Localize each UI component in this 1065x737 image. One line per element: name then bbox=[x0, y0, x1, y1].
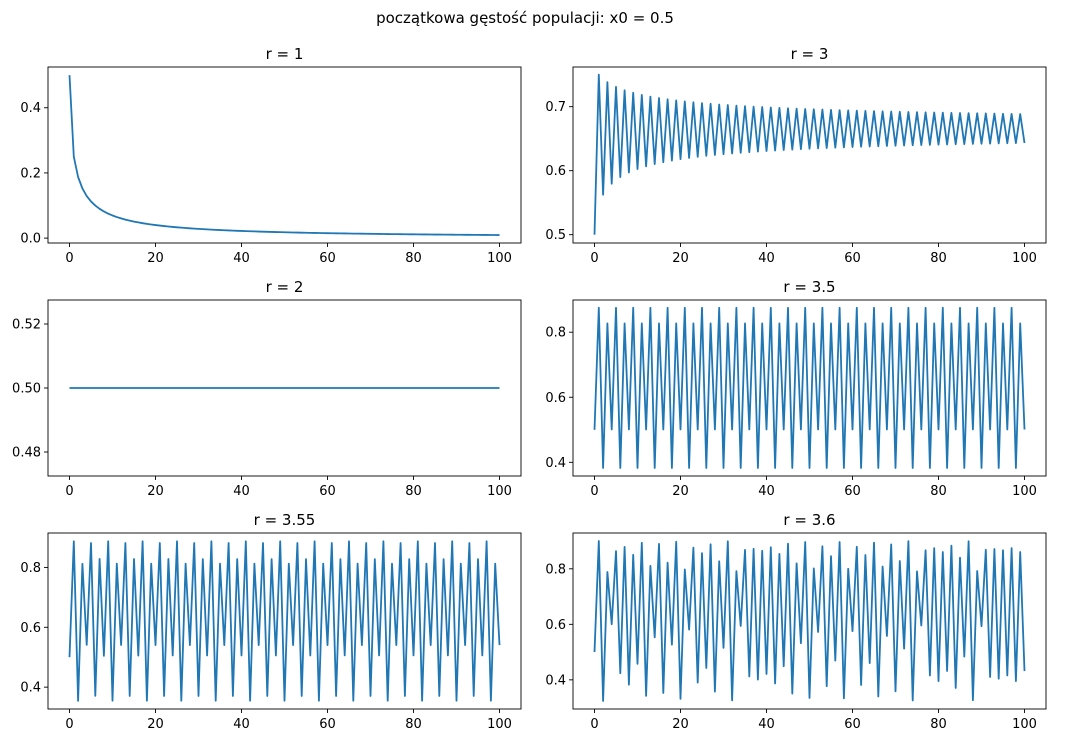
series-line bbox=[68, 540, 501, 702]
x-tick-label: 0 bbox=[590, 484, 598, 499]
x-tick-label: 60 bbox=[319, 717, 336, 732]
y-tick-label: 0.0 bbox=[20, 232, 41, 247]
x-tick-label: 0 bbox=[590, 251, 598, 266]
y-tick-label: 0.4 bbox=[545, 673, 566, 688]
x-tick-label: 40 bbox=[233, 717, 250, 732]
x-tick-label: 20 bbox=[672, 717, 689, 732]
x-tick-label: 20 bbox=[672, 484, 689, 499]
x-tick-label: 100 bbox=[487, 251, 512, 266]
axes-frame bbox=[47, 66, 522, 244]
y-tick-label: 0.8 bbox=[545, 562, 566, 577]
subplot-title: r = 3.6 bbox=[783, 511, 835, 529]
y-tick-label: 0.8 bbox=[20, 561, 41, 576]
x-tick-label: 60 bbox=[844, 251, 861, 266]
series-line bbox=[593, 540, 1026, 702]
x-tick-label: 100 bbox=[1012, 717, 1037, 732]
subplot-r-1: r = 1 0 20 40 60 80 100 0.0 0.2 0.4 bbox=[20, 45, 522, 266]
y-tick-label: 0.52 bbox=[12, 318, 41, 333]
x-tick-label: 100 bbox=[487, 717, 512, 732]
axes-frame bbox=[572, 299, 1047, 477]
subplot-r-3-5: r = 3.5 0 20 40 60 80 100 0.4 0.6 0.8 bbox=[545, 278, 1047, 499]
y-tick-label: 0.7 bbox=[545, 100, 566, 115]
x-tick-label: 100 bbox=[1012, 484, 1037, 499]
x-tick-label: 40 bbox=[233, 484, 250, 499]
x-tick-label: 20 bbox=[672, 251, 689, 266]
x-tick-label: 20 bbox=[147, 251, 164, 266]
subplot-title: r = 2 bbox=[266, 278, 304, 296]
y-tick-label: 0.48 bbox=[12, 446, 41, 461]
y-tick-label: 0.6 bbox=[20, 621, 41, 636]
y-tick-label: 0.5 bbox=[545, 228, 566, 243]
y-tick-label: 0.4 bbox=[20, 101, 41, 116]
x-tick-label: 100 bbox=[487, 484, 512, 499]
axes-frame bbox=[572, 66, 1047, 244]
x-tick-label: 0 bbox=[65, 251, 73, 266]
x-tick-label: 40 bbox=[758, 717, 775, 732]
subplot-title: r = 3.55 bbox=[254, 511, 316, 529]
x-tick-label: 80 bbox=[930, 251, 947, 266]
subplot-title: r = 1 bbox=[266, 45, 304, 63]
x-tick-label: 0 bbox=[65, 717, 73, 732]
subplot-r-3: r = 3 0 20 40 60 80 100 0.5 0.6 0.7 bbox=[545, 45, 1047, 266]
x-tick-label: 0 bbox=[590, 717, 598, 732]
x-tick-label: 80 bbox=[930, 717, 947, 732]
series-line bbox=[593, 306, 1026, 469]
y-tick-label: 0.8 bbox=[545, 326, 566, 341]
x-tick-label: 100 bbox=[1012, 251, 1037, 266]
y-tick-label: 0.6 bbox=[545, 164, 566, 179]
subplot-title: r = 3.5 bbox=[783, 278, 835, 296]
subplot-r-2: r = 2 0 20 40 60 80 100 0.48 0.50 0.52 bbox=[12, 278, 522, 499]
x-tick-label: 40 bbox=[758, 484, 775, 499]
series-line bbox=[68, 75, 500, 236]
axes-frame bbox=[572, 532, 1047, 710]
x-tick-label: 40 bbox=[233, 251, 250, 266]
y-tick-label: 0.2 bbox=[20, 166, 41, 181]
x-tick-label: 40 bbox=[758, 251, 775, 266]
subplot-grid: r = 1 0 20 40 60 80 100 0.0 0.2 0.4 r = 3 0 20 40 60 80… bbox=[12, 45, 1047, 732]
x-tick-label: 60 bbox=[319, 251, 336, 266]
subplot-r-3-55: r = 3.55 0 20 40 60 80 100 0.4 0.6 0.8 bbox=[20, 511, 522, 732]
x-tick-label: 80 bbox=[405, 484, 422, 499]
x-tick-label: 0 bbox=[65, 484, 73, 499]
y-tick-label: 0.4 bbox=[545, 456, 566, 471]
x-tick-label: 80 bbox=[405, 717, 422, 732]
y-tick-label: 0.6 bbox=[545, 391, 566, 406]
y-tick-label: 0.50 bbox=[12, 382, 41, 397]
y-tick-label: 0.6 bbox=[545, 618, 566, 633]
figure-suptitle: początkowa gęstość populacji: x0 = 0.5 bbox=[376, 9, 674, 27]
x-tick-label: 60 bbox=[844, 717, 861, 732]
axes-frame bbox=[47, 532, 522, 710]
subplot-title: r = 3 bbox=[791, 45, 829, 63]
x-tick-label: 20 bbox=[147, 484, 164, 499]
x-tick-label: 20 bbox=[147, 717, 164, 732]
x-tick-label: 80 bbox=[930, 484, 947, 499]
x-tick-label: 60 bbox=[844, 484, 861, 499]
x-tick-label: 60 bbox=[319, 484, 336, 499]
y-tick-label: 0.4 bbox=[20, 681, 41, 696]
series-line bbox=[593, 73, 1026, 235]
subplot-r-3-6: r = 3.6 0 20 40 60 80 100 0.4 0.6 0.8 bbox=[545, 511, 1047, 732]
x-tick-label: 80 bbox=[405, 251, 422, 266]
